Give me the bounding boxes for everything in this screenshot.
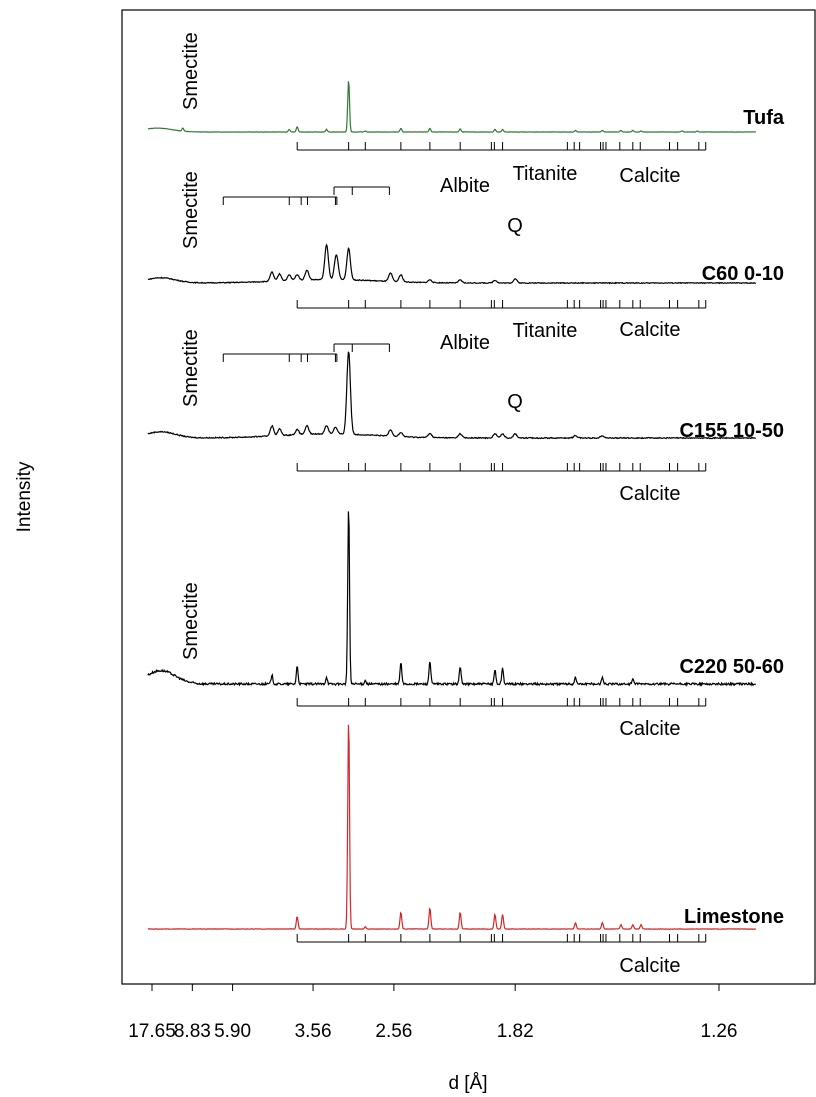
sample-label: Tufa [743,107,785,129]
sample-label: C60 0-10 [702,263,784,285]
x-tick-label: 2.56 [375,1021,412,1042]
series-line [147,351,756,440]
smectite-label: Smectite [180,582,202,660]
calcite-label: Calcite [619,165,680,187]
series-line [147,243,757,285]
series-line [147,724,756,930]
x-axis-label: d [Å] [448,1073,487,1094]
calcite-label: Calcite [619,319,680,341]
x-tick-label: 1.82 [497,1021,534,1042]
quartz-label: Q [507,391,523,413]
smectite-label: Smectite [180,329,202,407]
calcite-label: Calcite [619,718,680,740]
x-tick-label: 1.26 [701,1021,738,1042]
sample-label: Limestone [684,906,784,928]
x-tick-label: 8.83 [174,1021,211,1042]
series-line [147,81,756,133]
smectite-label: Smectite [180,32,202,110]
calcite-label: Calcite [619,955,680,977]
smectite-label: Smectite [180,171,202,249]
titanite-label: Titanite [513,163,578,185]
x-tick-label: 17.65 [128,1021,176,1042]
x-tick-label: 5.90 [214,1021,251,1042]
albite-label: Albite [440,332,490,354]
sample-label: C220 50-60 [679,656,784,678]
x-tick-label: 3.56 [295,1021,332,1042]
series-line [147,511,756,687]
sample-label: C155 10-50 [679,420,784,442]
calcite-label: Calcite [619,483,680,505]
xrd-layer: 17.658.83 5.90 3.56 2.56 1.82 1.26 Tufa Smectit… [128,32,785,1042]
plot-frame [121,9,816,985]
quartz-label: Q [507,215,523,237]
y-axis-label: Intensity [14,461,35,532]
titanite-label: Titanite [513,320,578,342]
albite-label: Albite [440,175,490,197]
